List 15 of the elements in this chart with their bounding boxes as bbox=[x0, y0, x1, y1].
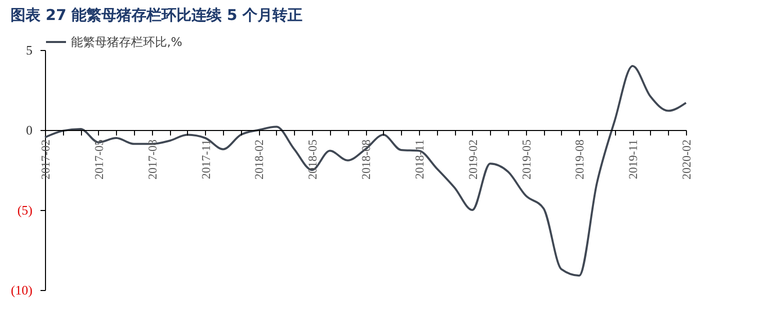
x-tick-label: 2018-11 bbox=[412, 140, 426, 180]
x-tick-label: 2019-11 bbox=[626, 140, 640, 180]
x-tick-label: 2019-05 bbox=[519, 140, 534, 180]
chart-title: 图表 27 能繁母猪存栏环比连续 5 个月转正 bbox=[10, 6, 303, 24]
x-tick-label: 2018-02 bbox=[252, 140, 266, 180]
y-tick-label: 5 bbox=[26, 42, 32, 58]
x-tick-label: 2019-02 bbox=[466, 140, 480, 180]
x-tick-label: 2020-02 bbox=[680, 140, 694, 180]
x-tick-label: 2019-08 bbox=[572, 140, 587, 180]
x-tick-label: 2017-02 bbox=[38, 140, 52, 180]
x-tick-label: 2017-11 bbox=[198, 140, 213, 180]
y-tick-label: (10) bbox=[10, 282, 32, 298]
y-tick-label: (5) bbox=[17, 202, 32, 218]
legend-label: 能繁母猪存栏环比,% bbox=[71, 35, 182, 49]
y-tick-label: 0 bbox=[26, 122, 32, 138]
